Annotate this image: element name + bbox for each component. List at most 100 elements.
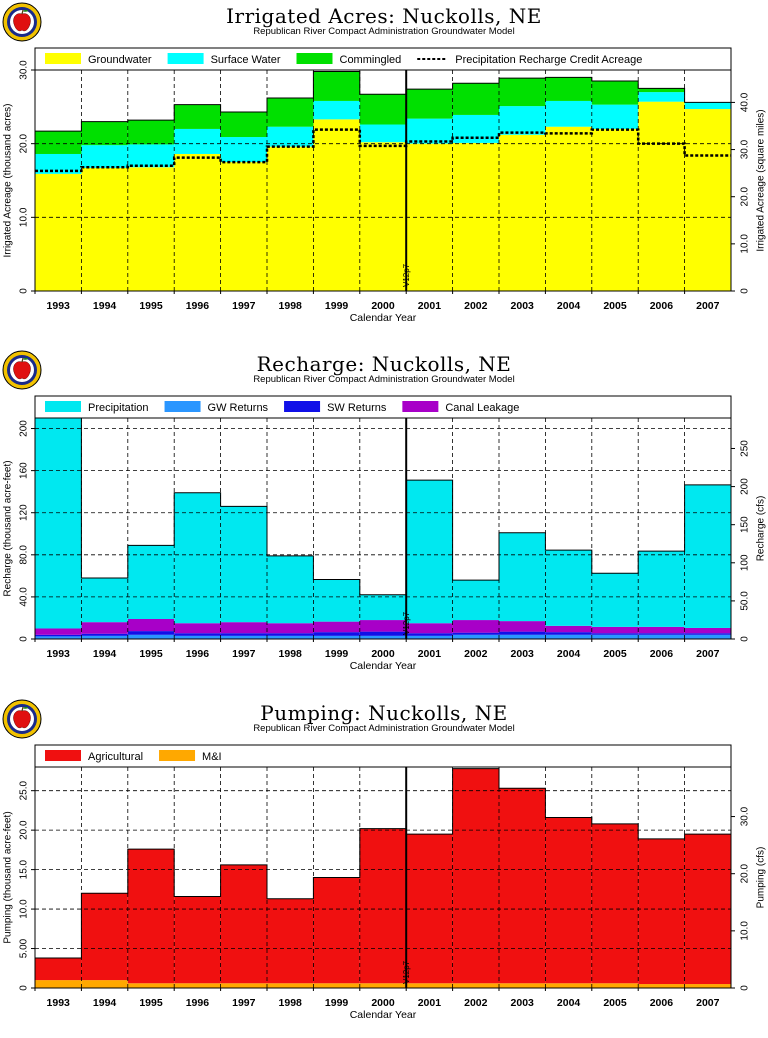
area-segment	[313, 100, 360, 120]
area-segment	[499, 788, 546, 984]
area-segment	[359, 631, 407, 636]
version-marker-label: V12p7	[402, 960, 411, 984]
x-tick-label: 1995	[139, 997, 163, 1009]
area-segment	[220, 864, 267, 984]
x-tick-label: 1996	[186, 997, 210, 1009]
chart-title: Pumping: Nuckolls, NE	[260, 701, 508, 725]
y2-axis-label: Irrigated Acreage (square miles)	[756, 109, 767, 251]
area-segment	[359, 620, 407, 632]
y2-tick-label: 100	[740, 554, 751, 571]
area-segment	[127, 619, 175, 632]
area-segment	[591, 633, 639, 635]
area-segment	[638, 984, 685, 988]
chart-subtitle: Republican River Compact Administration …	[253, 26, 515, 37]
area-segment	[545, 634, 592, 639]
x-tick-label: 1999	[325, 300, 349, 312]
y-tick-label: 40.0	[19, 587, 30, 607]
plot-frame	[34, 417, 732, 640]
x-tick-label: 2007	[696, 648, 720, 660]
area-segment	[35, 153, 82, 174]
area-segment	[174, 623, 221, 634]
area-segment	[127, 849, 175, 984]
x-tick-label: 2004	[557, 997, 581, 1009]
y2-tick-label: 40.0	[740, 92, 751, 112]
y2-tick-label: 20.0	[740, 864, 751, 884]
legend-swatch	[296, 53, 333, 64]
legend-label: Agricultural	[88, 751, 143, 763]
area-segment	[452, 983, 499, 988]
area-segment	[127, 634, 175, 639]
chart-title: Irrigated Acres: Nuckolls, NE	[226, 4, 542, 28]
area-segment	[359, 594, 407, 621]
legend-label: Precipitation	[88, 402, 149, 414]
x-tick-label: 2002	[464, 648, 488, 660]
area-segment	[267, 623, 314, 634]
area-segment	[127, 167, 175, 291]
series-line-precipitation-credit	[35, 128, 731, 173]
area-segment	[499, 78, 546, 107]
x-tick-label: 2001	[418, 648, 442, 660]
y2-tick-label: 10.0	[740, 921, 751, 941]
area-segment	[127, 545, 175, 620]
area-segment	[638, 634, 685, 639]
y2-tick-label: 0	[740, 636, 751, 642]
y2-tick-label: 200	[740, 478, 751, 495]
plot-frame	[34, 766, 732, 989]
area-segment	[267, 898, 314, 984]
y-tick-label: 25.0	[19, 781, 30, 801]
area-segment	[313, 579, 360, 622]
area-segment	[220, 633, 267, 636]
area-segment	[545, 632, 592, 635]
chart-subtitle: Republican River Compact Administration …	[253, 723, 515, 734]
y-tick-label: 200	[19, 420, 30, 437]
area-segment	[127, 120, 175, 145]
area-segment	[35, 980, 82, 988]
area-segment	[81, 893, 128, 981]
y2-axis-label: Recharge (cfs)	[756, 496, 767, 562]
area-segment	[127, 631, 175, 635]
stack-outline	[34, 70, 732, 291]
version-marker-label: V12p7	[402, 611, 411, 635]
area-segment	[35, 636, 82, 639]
y2-tick-label: 0	[740, 985, 751, 991]
area-segment	[406, 480, 453, 624]
legend-swatch	[45, 53, 81, 64]
y-tick-label: 15.0	[19, 859, 30, 879]
area-segment	[684, 633, 731, 635]
area-segment	[359, 142, 407, 291]
x-tick-label: 1994	[93, 997, 117, 1009]
area-segment	[545, 550, 592, 626]
x-tick-label: 2003	[511, 300, 535, 312]
y2-tick-label: 50.0	[740, 591, 751, 611]
legend-swatch	[45, 401, 81, 412]
y-tick-label: 10.0	[19, 207, 30, 227]
y-axis-label: Irrigated Acreage (thousand acres)	[3, 104, 14, 258]
x-tick-label: 1994	[93, 300, 117, 312]
x-tick-label: 1994	[93, 648, 117, 660]
x-tick-label: 2004	[557, 300, 581, 312]
chart-title: Recharge: Nuckolls, NE	[256, 352, 512, 376]
x-tick-label: 2005	[603, 648, 627, 660]
area-segment	[591, 128, 639, 291]
area-segment	[406, 983, 453, 988]
area-segment	[591, 634, 639, 639]
y-tick-label: 20.0	[19, 133, 30, 153]
x-tick-label: 1998	[279, 648, 303, 660]
area-segment	[220, 162, 267, 291]
x-tick-label: 2002	[464, 300, 488, 312]
area-segment	[174, 153, 221, 291]
legend-swatch	[284, 401, 321, 412]
version-marker-label: V12p7	[402, 263, 411, 287]
area-segment	[499, 983, 546, 988]
area-segment	[638, 838, 685, 985]
area-segment	[35, 418, 82, 629]
area-segment	[35, 628, 82, 635]
y-tick-label: 80.0	[19, 545, 30, 565]
area-segment	[406, 89, 453, 119]
y2-tick-label: 150	[740, 516, 751, 533]
x-tick-label: 2004	[557, 648, 581, 660]
area-segment	[267, 633, 314, 636]
area-segment	[545, 77, 592, 101]
x-tick-label: 1997	[232, 997, 256, 1009]
y2-tick-label: 30.0	[740, 806, 751, 826]
